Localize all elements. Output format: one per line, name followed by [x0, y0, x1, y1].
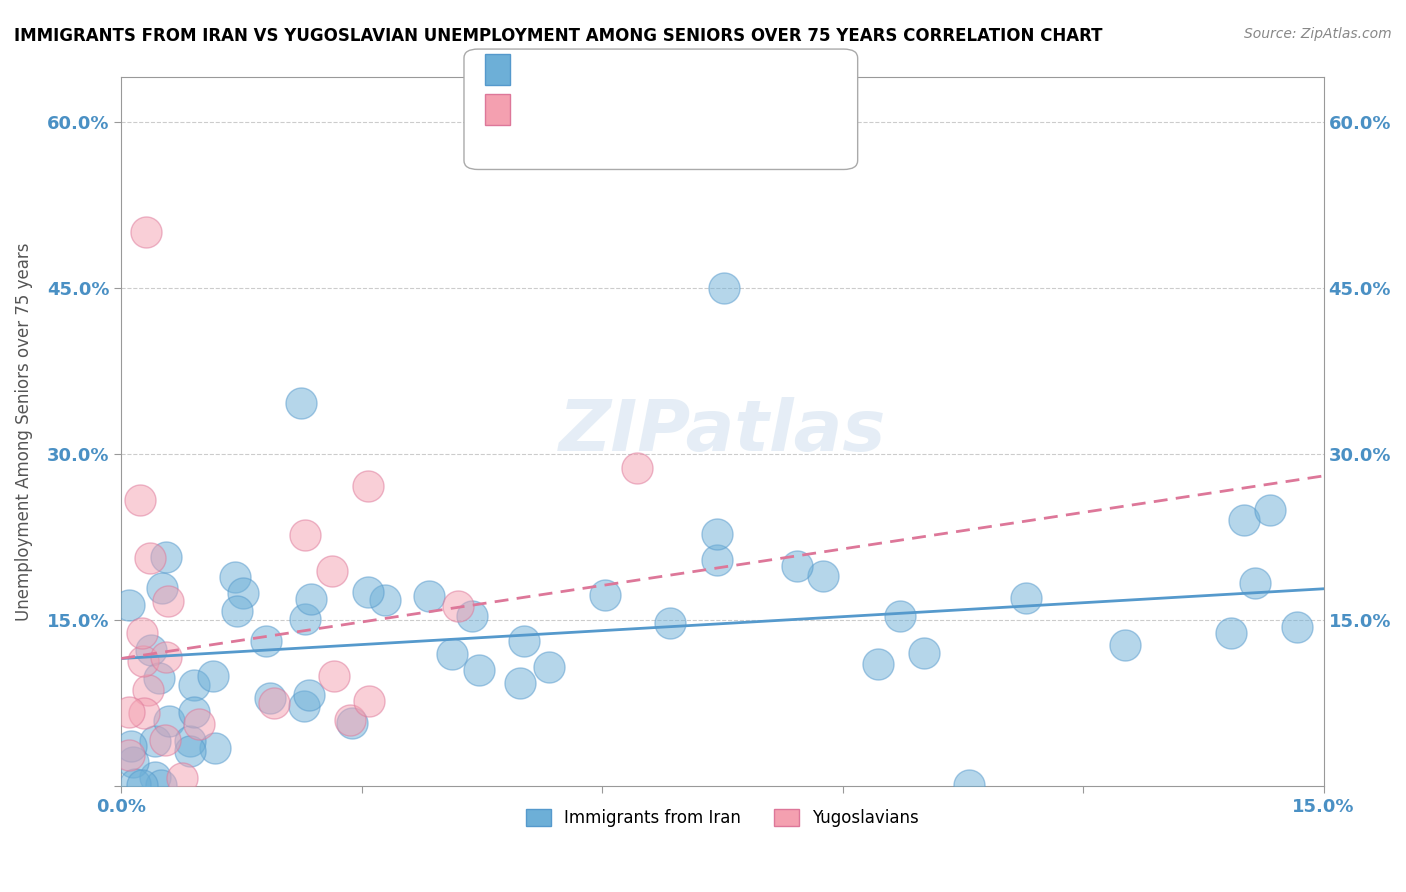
Point [1114, 639, 1136, 653]
Point [122, 755, 145, 769]
Point [374, 592, 396, 607]
Point [357, 694, 380, 708]
Point [713, 281, 735, 295]
Point [170, 772, 193, 786]
Point [128, 493, 150, 508]
Point [447, 599, 470, 613]
Point [786, 558, 808, 573]
Text: N = 57: N = 57 [640, 59, 702, 77]
Text: R = 0.063: R = 0.063 [517, 59, 620, 77]
Point [538, 659, 561, 673]
Point [593, 588, 616, 602]
Point [183, 678, 205, 692]
Point [224, 570, 246, 584]
Point [226, 604, 249, 618]
Point [118, 748, 141, 763]
Point [468, 664, 491, 678]
Point [889, 609, 911, 624]
Point [157, 593, 180, 607]
Point [204, 740, 226, 755]
Point [418, 589, 440, 603]
Point [509, 675, 531, 690]
Text: ZIPatlas: ZIPatlas [558, 397, 886, 467]
Point [298, 688, 321, 702]
Point [179, 733, 201, 747]
Text: R = 0.223: R = 0.223 [517, 100, 620, 118]
Point [136, 683, 159, 698]
Text: Source: ZipAtlas.com: Source: ZipAtlas.com [1244, 27, 1392, 41]
Point [183, 706, 205, 720]
Point [813, 569, 835, 583]
Point [150, 778, 173, 792]
Point [339, 713, 361, 727]
Point [294, 528, 316, 542]
Point [259, 691, 281, 706]
Point [868, 657, 890, 672]
Point [232, 585, 254, 599]
Point [134, 706, 156, 720]
Point [254, 633, 277, 648]
Point [322, 669, 344, 683]
Point [321, 564, 343, 578]
Point [706, 553, 728, 567]
Point [157, 714, 180, 728]
Point [299, 592, 322, 607]
Point [706, 527, 728, 541]
Point [143, 734, 166, 748]
Point [155, 732, 177, 747]
Point [155, 549, 177, 564]
Point [912, 646, 935, 660]
Point [148, 671, 170, 685]
Point [957, 778, 980, 792]
Point [124, 777, 146, 791]
Y-axis label: Unemployment Among Seniors over 75 years: Unemployment Among Seniors over 75 years [15, 243, 32, 621]
Point [626, 460, 648, 475]
Point [461, 608, 484, 623]
Point [1233, 513, 1256, 527]
Point [1243, 575, 1265, 590]
Point [179, 744, 201, 758]
Point [290, 396, 312, 410]
Point [357, 479, 380, 493]
Point [294, 612, 316, 626]
Point [143, 771, 166, 785]
Point [155, 650, 177, 665]
Point [135, 226, 157, 240]
Point [131, 654, 153, 668]
Point [188, 716, 211, 731]
Point [1285, 620, 1308, 634]
Point [141, 643, 163, 657]
Point [120, 739, 142, 753]
Point [342, 715, 364, 730]
Text: IMMIGRANTS FROM IRAN VS YUGOSLAVIAN UNEMPLOYMENT AMONG SENIORS OVER 75 YEARS COR: IMMIGRANTS FROM IRAN VS YUGOSLAVIAN UNEM… [14, 27, 1102, 45]
Point [659, 616, 682, 631]
Point [131, 625, 153, 640]
Point [201, 668, 224, 682]
Point [150, 581, 173, 595]
Legend: Immigrants from Iran, Yugoslavians: Immigrants from Iran, Yugoslavians [519, 803, 927, 834]
Point [1258, 503, 1281, 517]
Point [292, 699, 315, 714]
Point [131, 778, 153, 792]
Point [118, 599, 141, 613]
Point [357, 585, 380, 599]
Point [263, 697, 285, 711]
Point [513, 634, 536, 648]
Point [441, 648, 464, 662]
Point [139, 551, 162, 566]
Point [1219, 626, 1241, 640]
Text: N = 23: N = 23 [640, 100, 702, 118]
Point [1015, 591, 1038, 606]
Point [118, 705, 141, 719]
